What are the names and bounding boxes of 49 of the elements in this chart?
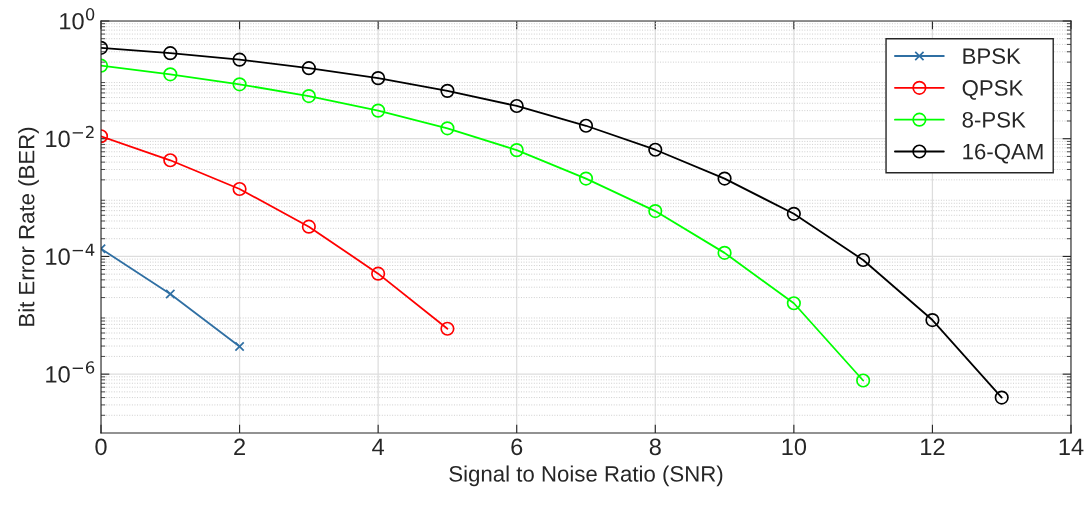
- point: [234, 341, 245, 352]
- point: [648, 142, 663, 157]
- point: [165, 288, 176, 299]
- point: [925, 312, 940, 328]
- y-axis-title: Bit Error Rate (BER): [18, 127, 39, 326]
- point: [856, 252, 871, 268]
- point: [232, 181, 247, 197]
- legend-label: BPSK: [963, 48, 1021, 64]
- point: [232, 52, 247, 67]
- legend-label: QPSK: [962, 80, 1024, 100]
- x-tick-label: 12: [921, 438, 945, 455]
- point: [440, 121, 455, 136]
- point: [301, 61, 316, 76]
- point: [371, 71, 386, 86]
- legend-label: 16-QAM: [963, 143, 1043, 164]
- point: [717, 245, 732, 260]
- point: [163, 67, 178, 82]
- x-tick-label: 10: [782, 438, 807, 456]
- point: [717, 171, 732, 186]
- point: [371, 266, 386, 281]
- point: [371, 103, 386, 118]
- x-tick-label: 6: [511, 438, 523, 456]
- x-tick-label: 8: [649, 438, 661, 456]
- point: [786, 206, 801, 221]
- point: [578, 171, 594, 186]
- x-tick-label: 2: [234, 438, 245, 455]
- x-tick-label: 0: [95, 438, 107, 456]
- point: [509, 143, 524, 158]
- point: [163, 46, 178, 61]
- point: [648, 203, 663, 219]
- point: [856, 373, 871, 388]
- y-tick-label: 10$^{−2}$: [46, 125, 94, 148]
- point: [232, 77, 247, 92]
- point: [509, 98, 524, 114]
- point: [786, 296, 801, 311]
- x-tick-label: 4: [372, 438, 385, 455]
- x-tick-label: 14: [1059, 438, 1084, 455]
- point: [578, 118, 594, 133]
- point: [440, 83, 455, 98]
- y-tick-label: 10$^{0}$: [60, 8, 95, 30]
- point: [301, 89, 316, 104]
- y-tick-label: 10$^{−6}$: [46, 361, 95, 383]
- point: [163, 153, 178, 168]
- legend-label: 8-PSK: [962, 111, 1026, 128]
- point: [301, 219, 316, 234]
- point: [994, 390, 1009, 405]
- point: [440, 321, 455, 336]
- x-axis-title: Signal to Noise Ratio (SNR): [449, 465, 723, 487]
- y-tick-label: 10$^{−4}$: [46, 243, 95, 266]
